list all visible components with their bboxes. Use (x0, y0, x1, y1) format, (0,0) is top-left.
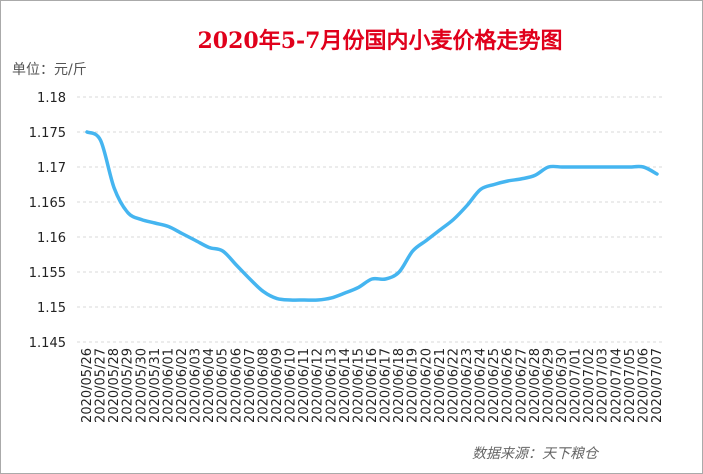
y-tick-label: 1.17 (37, 161, 66, 176)
x-tick-label: 2020/06/15 (351, 348, 366, 423)
x-tick-label: 2020/07/06 (636, 348, 651, 423)
x-tick-label: 2020/06/16 (365, 348, 380, 423)
x-tick-label: 2020/05/26 (80, 348, 95, 423)
x-tick-label: 2020/05/28 (107, 348, 122, 423)
x-tick-label: 2020/07/02 (582, 348, 597, 423)
x-tick-label: 2020/05/29 (121, 348, 136, 423)
x-tick-label: 2020/06/12 (311, 348, 326, 423)
x-tick-label: 2020/05/27 (94, 348, 109, 423)
x-tick-label: 2020/05/30 (134, 348, 149, 423)
x-tick-label: 2020/06/02 (175, 348, 190, 423)
x-tick-label: 2020/06/23 (460, 348, 475, 423)
y-tick-label: 1.175 (29, 126, 66, 141)
chart-title: 2020年5-7月份国内小麦价格走势图 (198, 28, 563, 54)
x-tick-label: 2020/06/22 (446, 348, 461, 423)
y-tick-label: 1.165 (29, 196, 66, 211)
x-tick-label: 2020/07/04 (609, 348, 624, 423)
x-tick-label: 2020/06/07 (243, 348, 258, 423)
x-tick-label: 2020/06/21 (433, 348, 448, 423)
price-line (85, 130, 659, 302)
x-tick-label: 2020/06/24 (474, 348, 489, 423)
y-tick-label: 1.145 (29, 336, 66, 351)
x-tick-label: 2020/06/29 (541, 348, 556, 423)
x-tick-label: 2020/06/20 (419, 348, 434, 423)
source-note: 数据来源：天下粮仓 (472, 446, 600, 462)
y-tick-label: 1.16 (37, 231, 66, 246)
unit-label: 单位：元/斤 (12, 62, 87, 78)
x-tick-label: 2020/06/09 (270, 348, 285, 423)
x-tick-label: 2020/06/06 (229, 348, 244, 423)
x-tick-label: 2020/06/17 (379, 348, 394, 423)
x-tick-label: 2020/06/08 (256, 348, 271, 423)
y-tick-label: 1.18 (37, 91, 66, 106)
x-tick-label: 2020/07/03 (596, 348, 611, 423)
x-tick-label: 2020/06/25 (487, 348, 502, 423)
x-tick-label: 2020/06/18 (392, 348, 407, 423)
x-tick-label: 2020/06/13 (324, 348, 339, 423)
y-tick-label: 1.155 (29, 266, 66, 281)
x-tick-label: 2020/06/11 (297, 348, 312, 423)
y-tick-label: 1.15 (37, 301, 66, 316)
x-tick-label: 2020/06/03 (189, 348, 204, 423)
x-tick-label: 2020/06/26 (501, 348, 516, 423)
x-tick-label: 2020/06/30 (555, 348, 570, 423)
x-tick-label: 2020/06/05 (216, 348, 231, 423)
x-tick-label: 2020/06/04 (202, 348, 217, 423)
x-tick-label: 2020/07/05 (623, 348, 638, 423)
x-tick-label: 2020/06/19 (406, 348, 421, 423)
x-tick-label: 2020/05/31 (148, 348, 163, 423)
x-tick-label: 2020/07/07 (650, 348, 665, 423)
x-tick-label: 2020/06/01 (161, 348, 176, 423)
x-tick-label: 2020/06/14 (338, 348, 353, 423)
x-tick-label: 2020/06/27 (514, 348, 529, 423)
x-tick-label: 2020/07/01 (569, 348, 584, 423)
x-tick-label: 2020/06/28 (528, 348, 543, 423)
x-tick-label: 2020/06/10 (284, 348, 299, 423)
